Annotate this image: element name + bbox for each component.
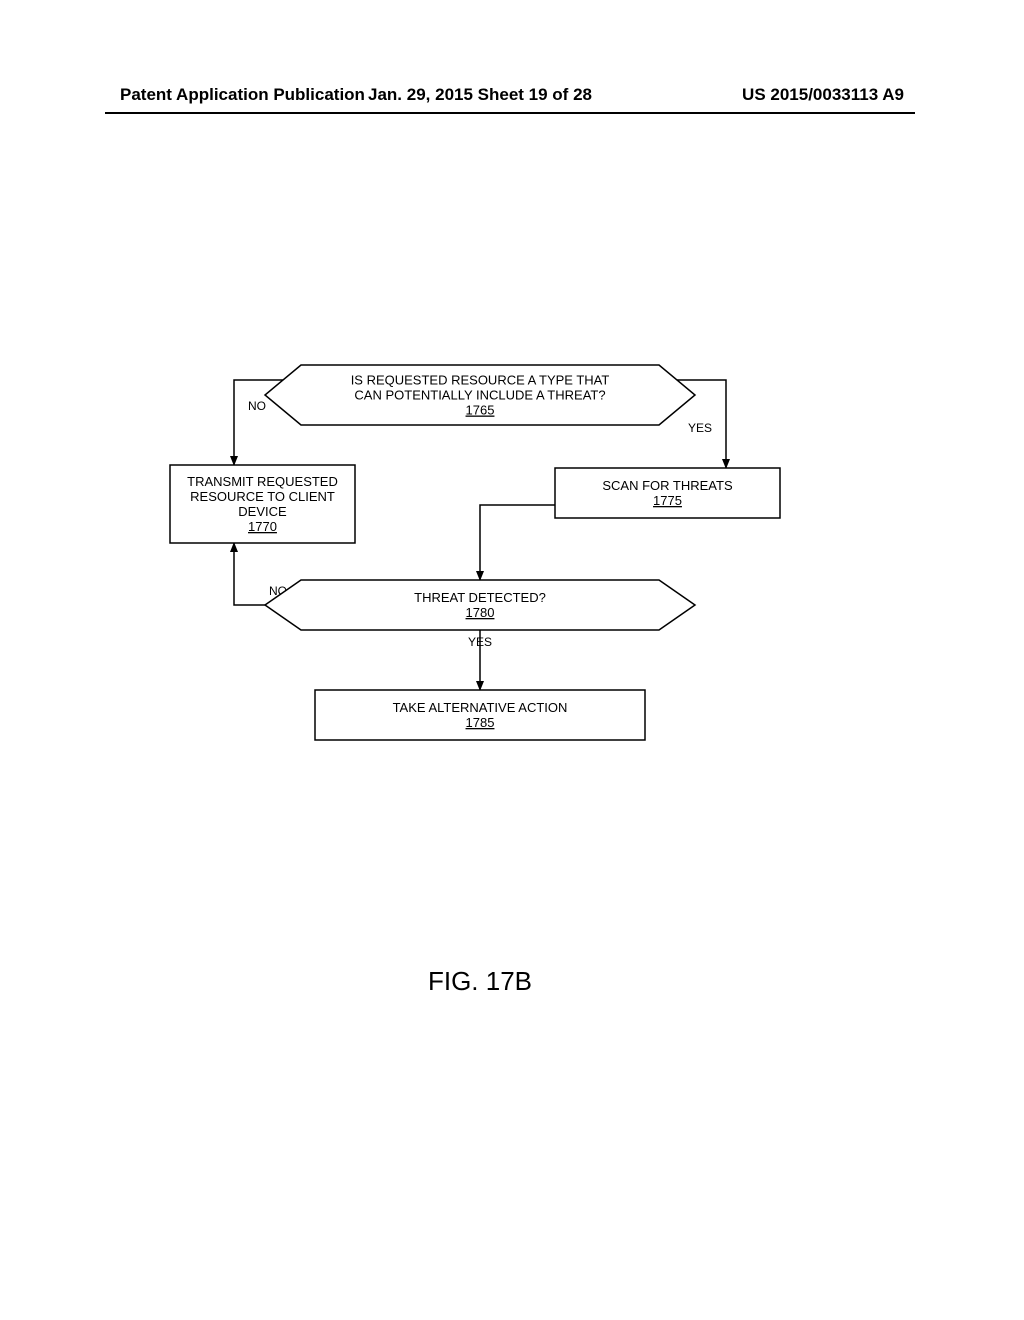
figure-label: FIG. 17B bbox=[428, 966, 532, 996]
flowchart-canvas: NOYESNOYES IS REQUESTED RESOURCE A TYPE … bbox=[0, 0, 1024, 1320]
svg-text:1770: 1770 bbox=[248, 519, 277, 534]
svg-text:THREAT DETECTED?: THREAT DETECTED? bbox=[414, 590, 546, 605]
svg-text:SCAN FOR THREATS: SCAN FOR THREATS bbox=[602, 478, 733, 493]
svg-text:RESOURCE TO CLIENT: RESOURCE TO CLIENT bbox=[190, 489, 335, 504]
node-d1780: THREAT DETECTED?1780 bbox=[265, 580, 695, 630]
svg-text:CAN POTENTIALLY INCLUDE A THRE: CAN POTENTIALLY INCLUDE A THREAT? bbox=[354, 388, 605, 403]
svg-text:IS REQUESTED RESOURCE A TYPE T: IS REQUESTED RESOURCE A TYPE THAT bbox=[351, 373, 610, 388]
svg-text:TRANSMIT REQUESTED: TRANSMIT REQUESTED bbox=[187, 474, 338, 489]
edge-e3 bbox=[480, 505, 555, 580]
edge-label-e1: NO bbox=[248, 399, 266, 413]
edge-label-e5: YES bbox=[468, 635, 492, 649]
edge-label-e2: YES bbox=[688, 421, 712, 435]
svg-text:1785: 1785 bbox=[466, 715, 495, 730]
svg-text:1765: 1765 bbox=[466, 403, 495, 418]
svg-text:DEVICE: DEVICE bbox=[238, 504, 287, 519]
svg-text:1775: 1775 bbox=[653, 493, 682, 508]
svg-text:TAKE ALTERNATIVE ACTION: TAKE ALTERNATIVE ACTION bbox=[393, 700, 568, 715]
node-r1770: TRANSMIT REQUESTEDRESOURCE TO CLIENTDEVI… bbox=[170, 465, 355, 543]
svg-text:1780: 1780 bbox=[466, 605, 495, 620]
node-d1765: IS REQUESTED RESOURCE A TYPE THATCAN POT… bbox=[265, 365, 695, 425]
page: Patent Application Publication Jan. 29, … bbox=[0, 0, 1024, 1320]
node-r1775: SCAN FOR THREATS1775 bbox=[555, 468, 780, 518]
node-r1785: TAKE ALTERNATIVE ACTION1785 bbox=[315, 690, 645, 740]
